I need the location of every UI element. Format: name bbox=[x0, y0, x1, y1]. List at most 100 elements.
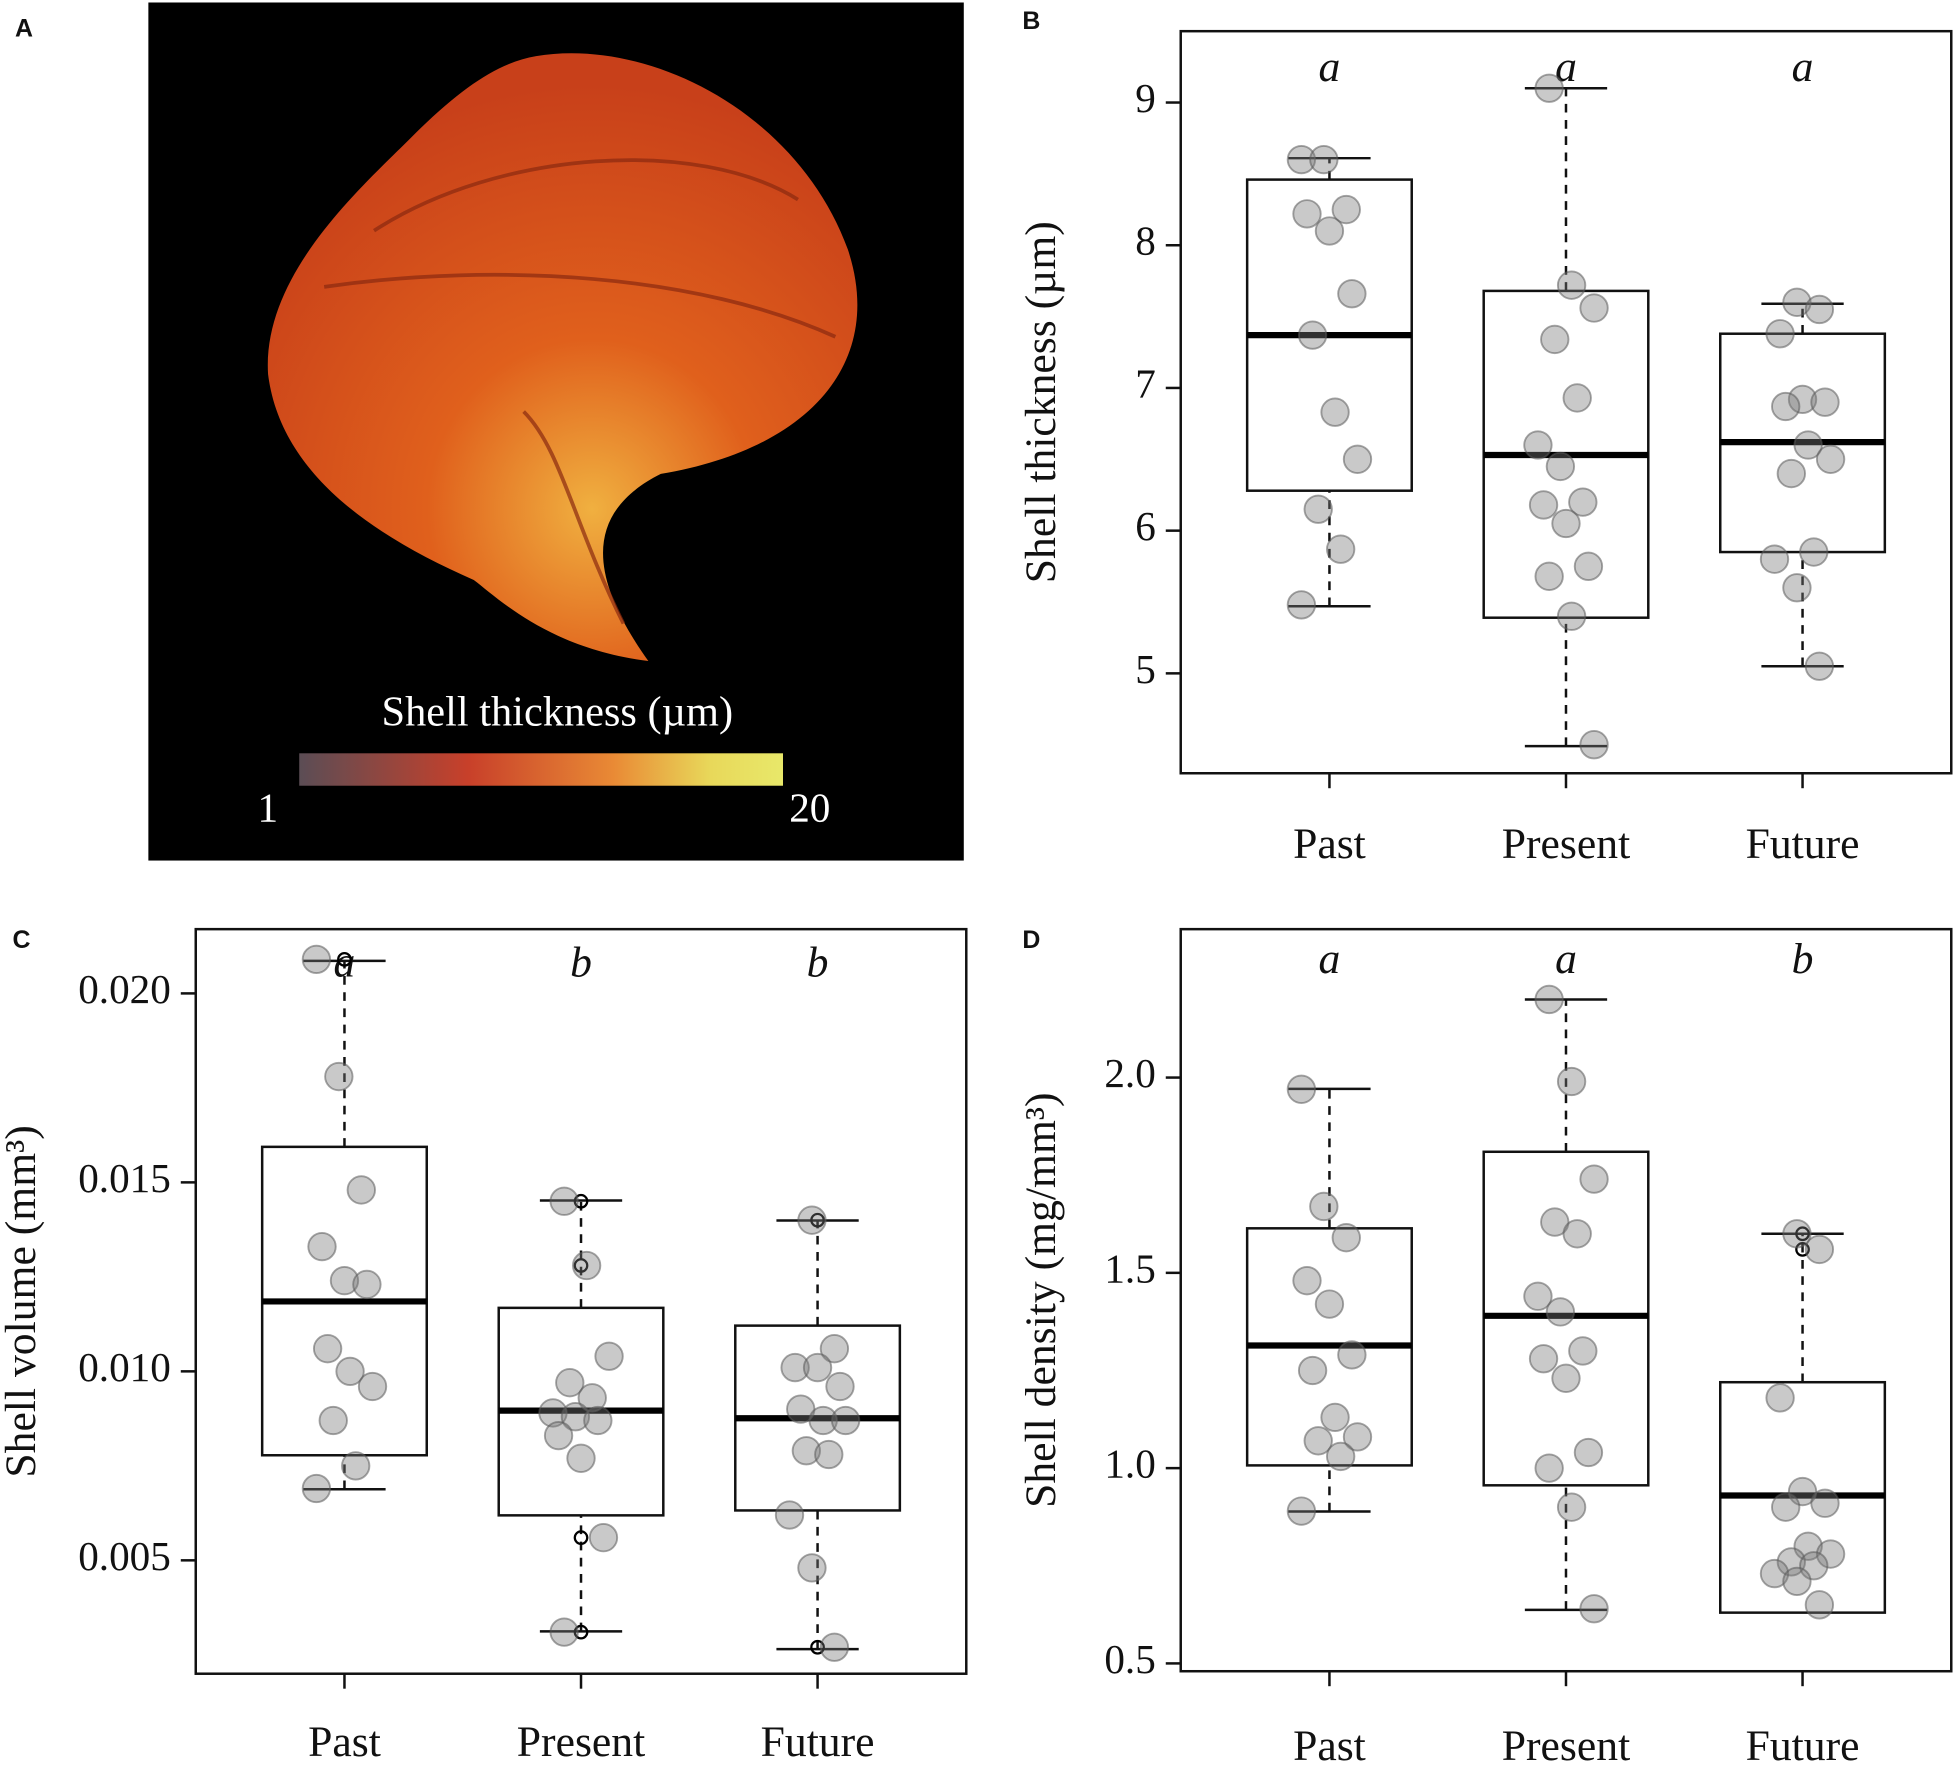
data-point bbox=[1314, 1289, 1345, 1319]
y-tick-label: 0.020 bbox=[78, 966, 171, 1012]
significance-letter: b bbox=[570, 939, 592, 987]
y-tick-label: 6 bbox=[1135, 503, 1156, 549]
data-point bbox=[1579, 1594, 1609, 1624]
data-point bbox=[357, 1371, 388, 1402]
data-point bbox=[1579, 1164, 1609, 1194]
y-axis-label: Shell volume (mm³) bbox=[0, 1125, 45, 1477]
data-point bbox=[1759, 544, 1790, 574]
y-tick-label: 8 bbox=[1135, 218, 1156, 264]
data-point bbox=[1534, 73, 1564, 103]
data-point bbox=[808, 1405, 838, 1436]
data-point bbox=[329, 1265, 360, 1296]
outlier bbox=[337, 952, 352, 967]
data-point bbox=[312, 1334, 343, 1364]
outlier bbox=[573, 1530, 589, 1546]
data-point bbox=[1309, 1191, 1339, 1222]
box-plot: 0.005 0.010 0.015 0.020 Shell volume (mm³) Pa… bbox=[0, 927, 968, 1766]
data-point bbox=[1771, 1492, 1801, 1522]
panel-label: A bbox=[15, 15, 33, 43]
data-point bbox=[1297, 1355, 1328, 1386]
data-point bbox=[1326, 534, 1356, 564]
data-point bbox=[1286, 144, 1317, 175]
data-point bbox=[1782, 1219, 1812, 1249]
box-plot: 5 6 7 8 9 Shell thickness (µm) Past a Present a Fu… bbox=[1017, 29, 1953, 868]
data-point bbox=[555, 1368, 585, 1398]
data-point bbox=[1782, 1566, 1812, 1597]
data-point bbox=[301, 944, 332, 975]
x-tick-label: Future bbox=[1746, 1722, 1860, 1770]
data-point bbox=[1765, 1383, 1795, 1413]
data-point bbox=[791, 1436, 821, 1466]
data-point bbox=[830, 1405, 861, 1436]
data-point bbox=[819, 1334, 850, 1364]
outlier bbox=[573, 1258, 589, 1273]
data-point bbox=[802, 1352, 833, 1383]
data-point bbox=[1568, 1336, 1598, 1366]
data-point bbox=[538, 1398, 568, 1428]
y-tick-label: 0.015 bbox=[78, 1155, 171, 1201]
data-point bbox=[1326, 1441, 1356, 1472]
y-tick-label: 2.0 bbox=[1104, 1050, 1155, 1096]
data-point bbox=[1337, 1340, 1367, 1370]
data-point bbox=[1342, 444, 1373, 474]
data-point bbox=[1292, 1266, 1322, 1296]
x-tick-label: Past bbox=[1293, 1722, 1366, 1770]
x-tick-label: Future bbox=[761, 1718, 875, 1766]
data-point bbox=[1562, 1219, 1592, 1249]
y-tick-label: 9 bbox=[1135, 75, 1156, 121]
shell-ridges bbox=[323, 158, 837, 625]
data-point bbox=[1556, 1066, 1587, 1097]
data-point bbox=[560, 1402, 591, 1432]
data-point bbox=[1303, 1426, 1333, 1456]
data-point bbox=[341, 1451, 371, 1481]
colorbar-tick-label: 20 bbox=[789, 784, 830, 830]
data-point bbox=[352, 1269, 382, 1300]
x-tick-label: Past bbox=[1293, 820, 1366, 868]
data-point bbox=[1545, 451, 1576, 482]
data-point bbox=[1314, 216, 1345, 246]
data-point bbox=[819, 1632, 850, 1662]
y-tick-label: 1.0 bbox=[1104, 1441, 1155, 1487]
data-point bbox=[774, 1500, 805, 1530]
significance-letter: a bbox=[1319, 935, 1341, 983]
data-point bbox=[549, 1617, 579, 1647]
data-point bbox=[1782, 287, 1812, 317]
y-tick-label: 0.5 bbox=[1104, 1636, 1155, 1682]
x-tick-label: Present bbox=[1502, 820, 1630, 868]
y-axis-label: Shell density (mg/mm³) bbox=[1017, 1092, 1065, 1507]
data-point bbox=[1810, 387, 1840, 417]
data-point bbox=[1551, 508, 1581, 539]
data-point bbox=[566, 1443, 596, 1473]
data-point bbox=[1799, 537, 1829, 567]
data-point bbox=[1337, 279, 1367, 309]
x-tick-label: Past bbox=[308, 1718, 381, 1766]
data-point bbox=[1286, 1496, 1317, 1526]
data-point bbox=[1528, 490, 1559, 520]
data-point bbox=[1562, 383, 1592, 413]
data-point bbox=[318, 1405, 348, 1436]
y-tick-label: 0.005 bbox=[78, 1533, 171, 1579]
data-point bbox=[1320, 1402, 1350, 1433]
data-point bbox=[577, 1383, 607, 1413]
data-point bbox=[797, 1553, 827, 1583]
data-point bbox=[825, 1371, 855, 1402]
data-point bbox=[1286, 590, 1317, 620]
data-point bbox=[1776, 1547, 1806, 1577]
data-point bbox=[346, 1175, 376, 1205]
data-point bbox=[1303, 494, 1333, 524]
data-point bbox=[1793, 430, 1823, 460]
panel-label: C bbox=[12, 926, 30, 954]
panel-label: D bbox=[1022, 926, 1040, 954]
panel-a: Shell thickness (µm) bbox=[148, 2, 964, 861]
data-point bbox=[797, 1205, 827, 1235]
data-point bbox=[1523, 430, 1553, 460]
data-point bbox=[549, 1186, 579, 1216]
data-point bbox=[324, 1061, 354, 1092]
data-point bbox=[1534, 561, 1564, 591]
data-point bbox=[1573, 551, 1604, 581]
data-point bbox=[814, 1439, 844, 1470]
data-point bbox=[1804, 294, 1835, 325]
y-tick-label: 0.010 bbox=[78, 1344, 171, 1390]
